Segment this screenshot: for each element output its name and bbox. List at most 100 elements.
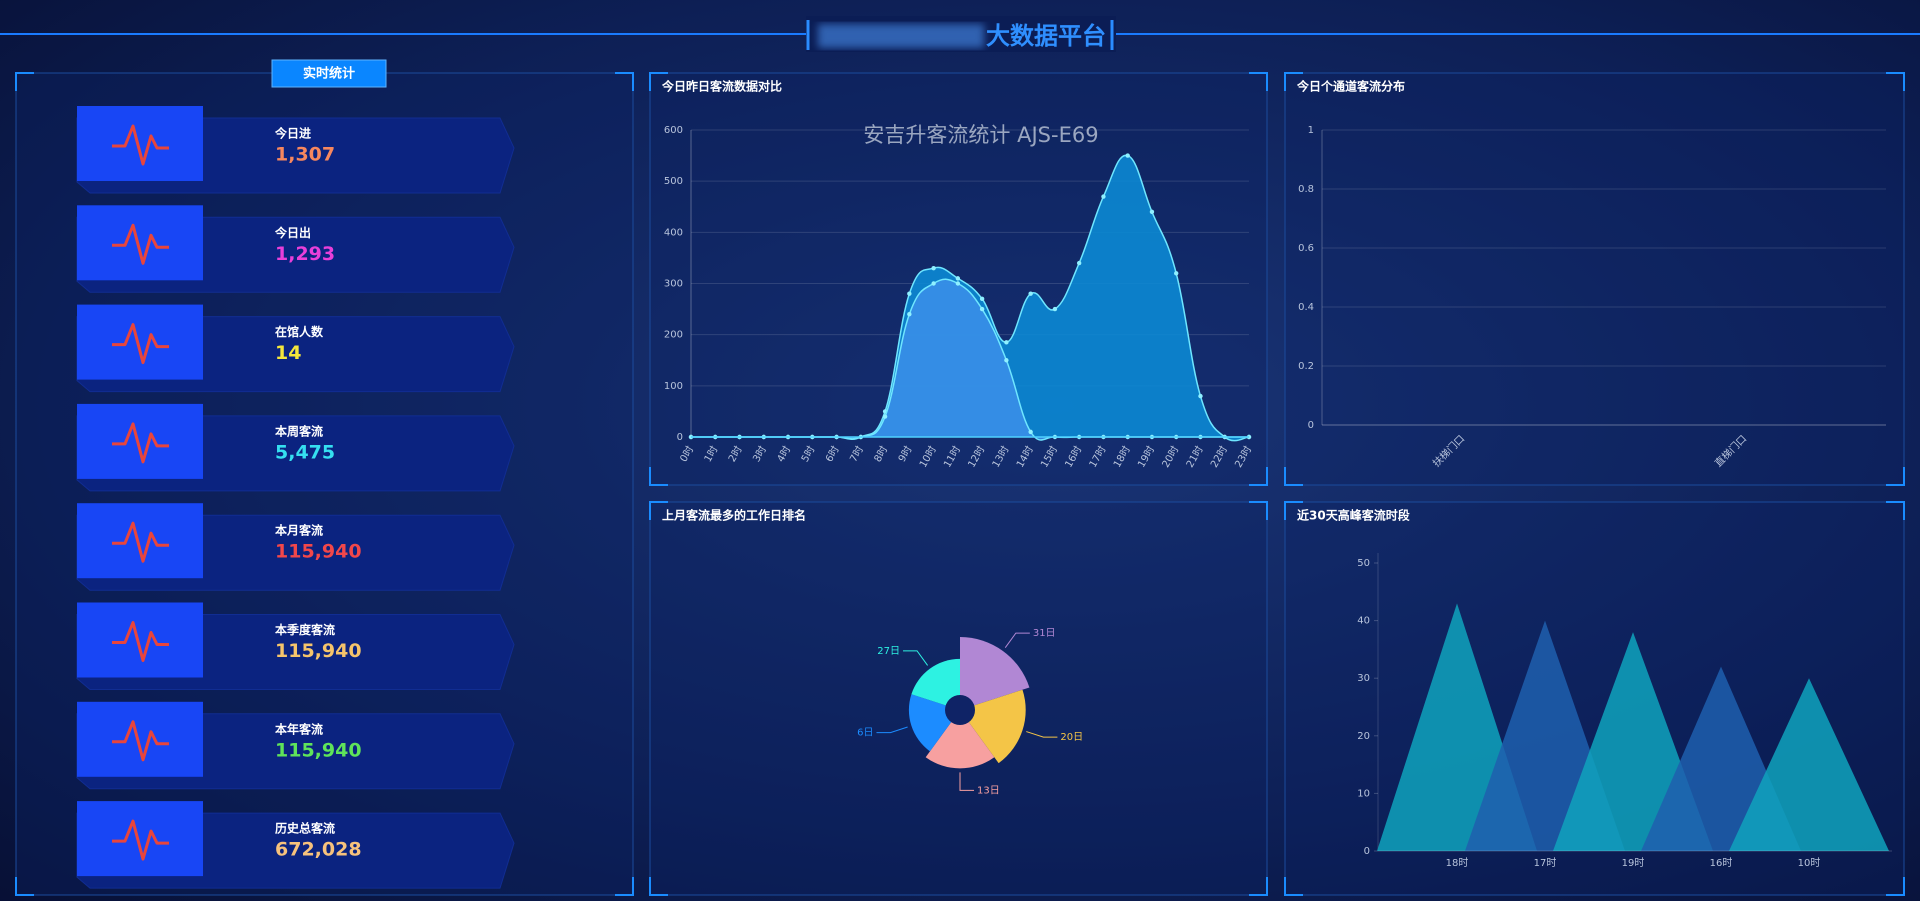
y-tick-label: 0 <box>1308 420 1314 431</box>
stat-icon <box>112 422 169 464</box>
stat-value: 115,940 <box>275 640 362 662</box>
y-tick-label: 200 <box>664 330 683 341</box>
header-title: 大数据平台 <box>986 22 1106 50</box>
stat-icon <box>112 621 169 662</box>
y-tick-label: 30 <box>1357 673 1370 684</box>
stat-icon-box <box>77 403 203 479</box>
y-tick-label: 300 <box>664 279 683 290</box>
label-line <box>903 650 929 666</box>
x-tick-label: 10时 <box>1798 857 1821 869</box>
panel-title: 近30天高峰客流时段 <box>1297 508 1411 523</box>
y-tick-label: 50 <box>1357 558 1370 569</box>
x-tick-label: 17时 <box>1534 857 1557 869</box>
series-point <box>979 296 985 302</box>
y-tick-label: 600 <box>664 125 683 136</box>
stat-label: 本月客流 <box>275 523 323 538</box>
series-point <box>907 312 912 317</box>
panel-title: 上月客流最多的工作日排名 <box>662 508 806 523</box>
panel-corner <box>1284 72 1905 486</box>
slice-label: 31日 <box>1033 628 1056 639</box>
stat-icon <box>112 521 169 563</box>
stat-icon-box <box>77 304 203 380</box>
stat-icon <box>112 720 169 762</box>
stat-label: 在馆人数 <box>275 324 324 339</box>
stat-label: 本年客流 <box>275 721 323 736</box>
y-tick-label: 0.4 <box>1298 302 1314 313</box>
y-tick-label: 0.8 <box>1298 184 1314 195</box>
stat-label: 今日进 <box>274 126 311 141</box>
series-point <box>955 281 961 286</box>
label-line <box>959 772 974 791</box>
tab-button-label[interactable]: 实时统计 <box>303 66 355 82</box>
series-point <box>1076 260 1082 266</box>
series-point <box>1149 209 1155 215</box>
chart-subtitle: 安吉升客流统计 AJS-E69 <box>863 123 1098 147</box>
series-point <box>1052 306 1058 312</box>
stat-icon <box>112 223 169 265</box>
stat-icon-box <box>77 106 203 181</box>
series-point <box>955 276 961 281</box>
x-tick-label: 18时 <box>1446 857 1469 869</box>
stat-value: 672,028 <box>275 839 362 861</box>
blurred-text <box>818 24 984 48</box>
series-point <box>907 291 912 296</box>
panel-corner <box>1284 501 1905 896</box>
y-tick-label: 0 <box>1364 846 1370 857</box>
rose-slice <box>925 710 995 769</box>
y-tick-label: 0.6 <box>1298 243 1314 254</box>
stat-icon-box <box>77 503 203 579</box>
stat-value: 115,940 <box>275 739 362 761</box>
label-line <box>876 726 908 734</box>
tab-button[interactable] <box>271 59 387 88</box>
y-tick-label: 20 <box>1357 731 1370 742</box>
series-point <box>931 265 936 271</box>
rose-slice <box>911 658 960 710</box>
panel-corner <box>15 72 634 896</box>
y-tick-label: 10 <box>1357 788 1370 799</box>
label-line <box>1004 632 1030 648</box>
panel-title: 今日昨日客流数据对比 <box>661 79 782 94</box>
stat-value: 1,293 <box>275 243 335 265</box>
stat-icon <box>112 124 169 166</box>
series-point <box>1028 429 1033 435</box>
series-point <box>1174 271 1179 276</box>
stat-icon <box>112 323 169 365</box>
stat-value: 115,940 <box>275 541 362 563</box>
series-point <box>931 281 936 286</box>
slice-label: 27日 <box>877 646 900 657</box>
stat-label: 本周客流 <box>275 423 323 438</box>
panel-corner <box>649 72 1268 486</box>
x-tick-label: 16时 <box>1710 857 1733 869</box>
stat-value: 5,475 <box>275 441 335 463</box>
stat-icon-box <box>77 205 203 281</box>
y-tick-label: 0.2 <box>1298 361 1314 372</box>
series-point <box>882 414 888 419</box>
y-tick-label: 400 <box>664 227 683 238</box>
stat-label: 今日出 <box>274 225 311 240</box>
series-point <box>1004 340 1009 345</box>
stat-icon-box <box>77 701 203 777</box>
stat-value: 1,307 <box>275 144 335 166</box>
series-point <box>1101 194 1106 199</box>
slice-label: 20日 <box>1060 732 1083 743</box>
stat-icon-box <box>77 602 203 678</box>
stat-label: 本季度客流 <box>275 622 335 637</box>
y-tick-label: 40 <box>1357 616 1370 627</box>
triangle-bar <box>1729 678 1889 851</box>
rose-hole <box>945 695 975 725</box>
panel-corner <box>649 501 1268 896</box>
rose-slice <box>960 689 1026 764</box>
x-tick-label: 19时 <box>1622 857 1645 869</box>
rose-slice <box>960 637 1030 710</box>
series-area <box>691 279 1249 441</box>
panel-title: 今日个通道客流分布 <box>1296 79 1405 94</box>
series-point <box>1198 393 1203 399</box>
stat-label: 历史总客流 <box>275 821 335 836</box>
stat-icon <box>112 819 169 861</box>
y-tick-label: 500 <box>664 176 683 187</box>
series-point <box>1004 358 1009 363</box>
stat-value: 14 <box>275 342 301 364</box>
